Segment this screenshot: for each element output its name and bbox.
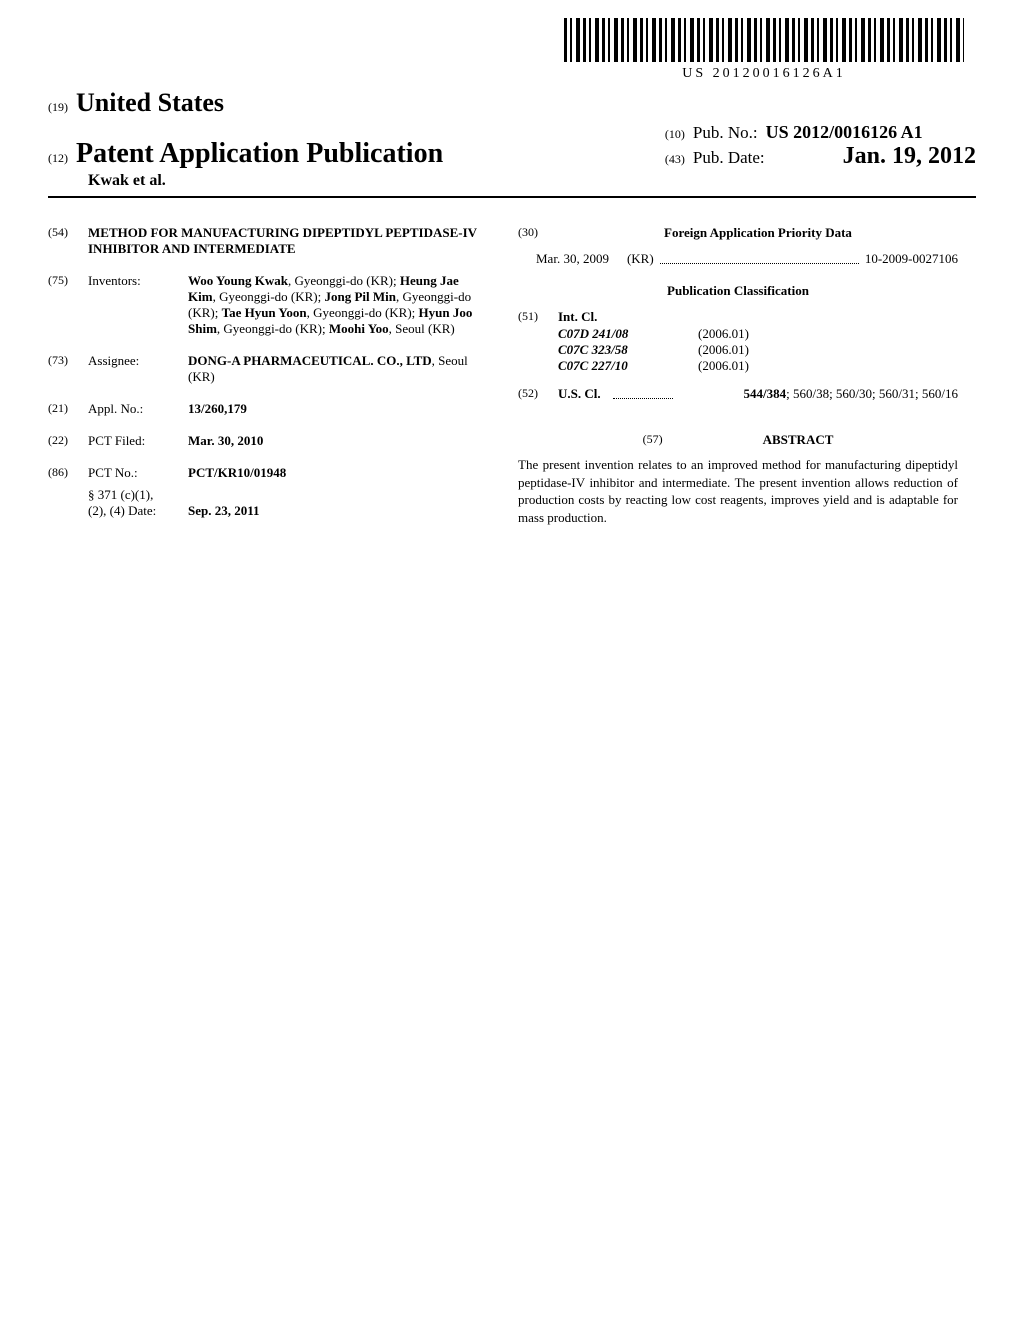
field-57-num: (57)	[643, 432, 663, 448]
pctfiled-label: PCT Filed:	[88, 433, 176, 449]
foreign-country: (KR)	[627, 251, 654, 267]
field-54-num: (54)	[48, 225, 76, 257]
foreign-appno: 10-2009-0027106	[865, 251, 958, 267]
inventors-label: Inventors:	[88, 273, 176, 337]
assignee-value: DONG-A PHARMACEUTICAL. CO., LTD, Seoul (…	[188, 353, 488, 385]
dotted-leader	[613, 386, 673, 399]
field-12-num: (12)	[48, 151, 68, 166]
field-75-num: (75)	[48, 273, 76, 337]
authors-short: Kwak et al.	[48, 172, 976, 190]
field-86-num: (86)	[48, 465, 76, 481]
foreign-header-row: (30) Foreign Application Priority Data	[518, 225, 958, 241]
dotted-leader	[660, 251, 859, 264]
int-cl-code: C07C 227/10	[558, 358, 698, 374]
field-22-num: (22)	[48, 433, 76, 449]
country-name: United States	[76, 88, 224, 118]
field-73-num: (73)	[48, 353, 76, 385]
assignee-label: Assignee:	[88, 353, 176, 385]
field-43-num: (43)	[665, 152, 685, 167]
pctno-row: (86) PCT No.: PCT/KR10/01948	[48, 465, 488, 481]
int-cl-line: C07C 227/10(2006.01)	[518, 358, 958, 374]
pctno-label: PCT No.:	[88, 465, 176, 481]
content: (54) METHOD FOR MANUFACTURING DIPEPTIDYL…	[48, 225, 976, 535]
inventors-value: Woo Young Kwak, Gyeonggi-do (KR); Heung …	[188, 273, 488, 337]
pub-date-label: Pub. Date:	[693, 148, 765, 168]
applno-value: 13/260,179	[188, 401, 488, 417]
abstract-header: (57) ABSTRACT	[518, 432, 958, 448]
assignee-row: (73) Assignee: DONG-A PHARMACEUTICAL. CO…	[48, 353, 488, 385]
int-cl-version: (2006.01)	[698, 326, 749, 342]
field-52-num: (52)	[518, 386, 546, 402]
int-cl-rows: C07D 241/08(2006.01)C07C 323/58(2006.01)…	[518, 326, 958, 374]
applno-label: Appl. No.:	[88, 401, 176, 417]
pctno-value: PCT/KR10/01948	[188, 465, 488, 481]
us-cl-label: U.S. Cl.	[558, 386, 601, 402]
pubclass-header: Publication Classification	[518, 283, 958, 299]
barcode-section: US 20120016126A1	[564, 18, 964, 82]
field-10-num: (10)	[665, 127, 685, 142]
int-cl-line: C07C 323/58(2006.01)	[518, 342, 958, 358]
pub-date: Jan. 19, 2012	[843, 143, 976, 170]
int-cl-code: C07D 241/08	[558, 326, 698, 342]
field-19-num: (19)	[48, 100, 68, 115]
abstract-text: The present invention relates to an impr…	[518, 456, 958, 526]
field-30-num: (30)	[518, 225, 546, 241]
pct-sub-row: § 371 (c)(1), (2), (4) Date: Sep. 23, 20…	[48, 487, 488, 519]
pctfiled-value: Mar. 30, 2010	[188, 433, 488, 449]
header: (19) United States (12) Patent Applicati…	[48, 88, 976, 190]
foreign-header: Foreign Application Priority Data	[558, 225, 958, 241]
pub-type: Patent Application Publication	[76, 138, 443, 170]
pctfiled-row: (22) PCT Filed: Mar. 30, 2010	[48, 433, 488, 449]
right-column: (30) Foreign Application Priority Data M…	[518, 225, 958, 535]
inventors-row: (75) Inventors: Woo Young Kwak, Gyeonggi…	[48, 273, 488, 337]
abstract-label: ABSTRACT	[763, 432, 834, 448]
pub-no-label: Pub. No.:	[693, 123, 758, 143]
field-21-num: (21)	[48, 401, 76, 417]
int-cl-code: C07C 323/58	[558, 342, 698, 358]
int-cl-label: Int. Cl.	[558, 309, 597, 325]
field-51-num: (51)	[518, 309, 546, 325]
barcode-text: US 20120016126A1	[564, 66, 964, 82]
title-text: METHOD FOR MANUFACTURING DIPEPTIDYL PEPT…	[88, 225, 488, 257]
us-cl-value: 544/384; 560/38; 560/30; 560/31; 560/16	[685, 386, 958, 402]
left-column: (54) METHOD FOR MANUFACTURING DIPEPTIDYL…	[48, 225, 488, 535]
int-cl-block: (51) Int. Cl. C07D 241/08(2006.01)C07C 3…	[518, 309, 958, 374]
foreign-date: Mar. 30, 2009	[536, 251, 609, 267]
title-row: (54) METHOD FOR MANUFACTURING DIPEPTIDYL…	[48, 225, 488, 257]
int-cl-version: (2006.01)	[698, 342, 749, 358]
pct-sub-label: § 371 (c)(1), (2), (4) Date:	[88, 487, 176, 519]
us-cl-row: (52) U.S. Cl. 544/384; 560/38; 560/30; 5…	[518, 386, 958, 402]
foreign-data-row: Mar. 30, 2009 (KR) 10-2009-0027106	[518, 251, 958, 267]
int-cl-line: C07D 241/08(2006.01)	[518, 326, 958, 342]
pub-no: US 2012/0016126 A1	[766, 122, 923, 143]
applno-row: (21) Appl. No.: 13/260,179	[48, 401, 488, 417]
int-cl-version: (2006.01)	[698, 358, 749, 374]
divider	[48, 196, 976, 198]
barcode-image	[564, 18, 964, 62]
pct-sub-value: Sep. 23, 2011	[188, 503, 488, 519]
